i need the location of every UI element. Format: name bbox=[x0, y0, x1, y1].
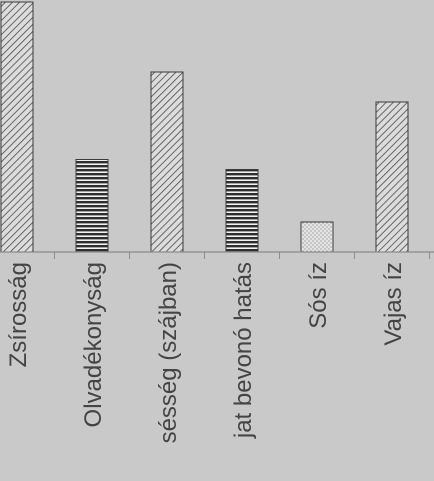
bar-4 bbox=[225, 169, 259, 253]
bar-6 bbox=[375, 101, 409, 253]
category-label-1: Zsírosság bbox=[5, 262, 32, 367]
bar-1 bbox=[0, 1, 34, 253]
bar-5 bbox=[300, 221, 334, 253]
category-label-6: Vajas íz bbox=[380, 262, 407, 346]
category-label-4: jat bevonó hatás bbox=[230, 262, 257, 439]
bar-2 bbox=[75, 159, 109, 253]
category-label-3: sésség (szájban) bbox=[155, 262, 182, 443]
bar-3 bbox=[150, 71, 184, 253]
x-axis bbox=[0, 251, 434, 259]
category-label-2: Olvadékonyság bbox=[80, 262, 107, 427]
category-label-5: Sós íz bbox=[305, 262, 332, 329]
category-labels: Zsírosság Olvadékonyság sésség (szájban) ja… bbox=[5, 262, 407, 443]
bar-series bbox=[0, 1, 409, 253]
